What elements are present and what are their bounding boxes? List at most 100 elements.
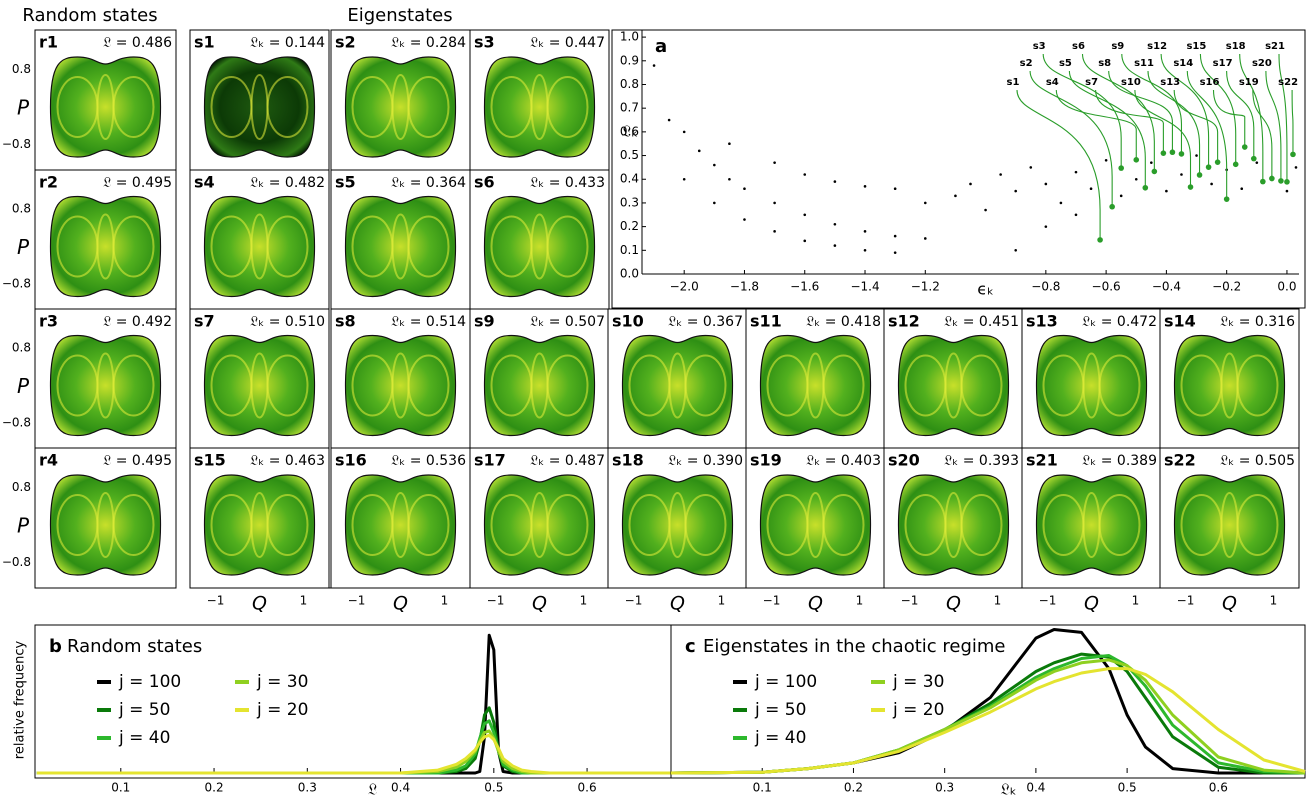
thumbnail-id: s16: [335, 451, 367, 470]
point-label: s22: [1278, 77, 1298, 88]
x-axis-label: 𝔏: [368, 780, 378, 799]
x-tick-label: −0.4: [1152, 280, 1181, 294]
pattern: [1082, 352, 1101, 419]
thumbnail-id: s15: [194, 451, 226, 470]
q-tick-label: −1: [1177, 594, 1195, 608]
x-tick-label: 0.2: [844, 781, 863, 795]
legend-label: j = 20: [256, 700, 308, 720]
point: [1044, 225, 1048, 228]
leader-line: [1252, 89, 1273, 179]
point: [863, 249, 867, 252]
point: [923, 237, 927, 240]
leader-line: [1239, 53, 1264, 182]
y-axis-label: 𝔏ₖ: [622, 122, 638, 141]
q-axis-label: Q: [532, 593, 547, 615]
highlight-point: [1109, 203, 1115, 210]
point: [1134, 177, 1138, 181]
point: [728, 177, 731, 181]
x-tick-label: 0.3: [935, 781, 954, 795]
y-tick-label: 0.4: [620, 172, 639, 186]
q-axis-label: Q: [808, 593, 823, 615]
leader-line: [1055, 89, 1137, 160]
legend-label: j = 100: [754, 672, 817, 692]
thumbnail-value: 𝔏ₖ = 0.536: [391, 453, 466, 469]
point: [893, 234, 897, 238]
phase-space: [897, 334, 1010, 437]
point: [954, 194, 957, 198]
thumbnail-id: s11: [750, 312, 782, 331]
q-tick-label: −1: [487, 594, 505, 608]
phase-space: [203, 56, 316, 158]
p-tick-label: −0.8: [2, 277, 31, 291]
leader-line: [1173, 89, 1219, 163]
x-tick-label: 0.4: [391, 781, 410, 795]
highlight-point: [1118, 165, 1124, 171]
leader-line: [1291, 89, 1294, 155]
pattern: [250, 213, 269, 280]
thumbnail-id: s10: [612, 312, 644, 331]
q-tick-label: 1: [994, 594, 1002, 608]
pattern: [96, 352, 115, 419]
point: [803, 213, 807, 217]
point: [667, 118, 671, 122]
point-label: s14: [1173, 58, 1193, 69]
leader-line: [1134, 89, 1192, 188]
phase-space: [344, 474, 457, 576]
phase-space: [621, 474, 734, 576]
highlight-point: [1250, 155, 1257, 162]
pattern: [391, 352, 410, 419]
thumbnail-value: 𝔏ₖ = 0.403: [806, 453, 881, 469]
point: [1195, 154, 1198, 157]
point-label: s16: [1200, 77, 1220, 88]
header: Random states: [22, 5, 157, 26]
point: [1074, 170, 1078, 174]
point-label: s9: [1111, 41, 1124, 52]
point: [893, 187, 897, 191]
y-tick-label: 0.3: [620, 195, 639, 209]
point: [1165, 189, 1168, 193]
thumbnail-value: 𝔏ₖ = 0.393: [944, 453, 1019, 469]
highlight-point: [1169, 149, 1176, 156]
thumbnail-value: 𝔏ₖ = 0.364: [391, 175, 466, 191]
point: [773, 161, 776, 164]
point: [743, 218, 746, 221]
point: [969, 182, 972, 186]
thumbnail-value: 𝔏ₖ = 0.418: [806, 314, 881, 330]
q-tick-label: 1: [441, 594, 449, 608]
y-axis-label: relative frequency: [13, 641, 28, 760]
point: [1104, 158, 1108, 162]
phase-space: [49, 195, 162, 298]
panel-label: a: [655, 36, 667, 57]
pattern: [96, 74, 115, 140]
thumbnail-id: s22: [1164, 451, 1196, 470]
x-axis-label: ϵₖ: [977, 280, 994, 299]
thumbnail-id: s1: [194, 33, 215, 52]
thumbnail-value: 𝔏ₖ = 0.482: [250, 175, 325, 191]
point-label: s12: [1147, 41, 1167, 52]
thumbnail-id: r2: [39, 173, 58, 192]
thumbnail-id: s3: [474, 33, 495, 52]
point: [833, 180, 837, 183]
x-tick-label: −1.2: [911, 280, 940, 294]
panel-frame: [34, 624, 672, 779]
highlight-point: [1269, 175, 1275, 182]
highlight-point: [1160, 150, 1167, 156]
highlight-point: [1284, 179, 1290, 185]
leader-line: [1226, 70, 1255, 159]
point-label: s17: [1213, 58, 1233, 69]
thumbnail-value: 𝔏ₖ = 0.510: [250, 314, 325, 330]
thumbnail-id: s12: [888, 312, 920, 331]
p-axis-label: P: [17, 235, 30, 259]
thumbnail-value: 𝔏 = 0.495: [103, 175, 172, 191]
thumbnail-value: 𝔏ₖ = 0.390: [668, 453, 743, 469]
q-axis-label: Q: [393, 593, 408, 615]
phase-space: [49, 334, 162, 437]
pattern: [1220, 352, 1239, 419]
pattern: [1082, 492, 1101, 558]
panel-title: Eigenstates in the chaotic regime: [703, 636, 1006, 657]
point: [984, 208, 987, 212]
phase-space: [483, 56, 596, 158]
point: [1294, 166, 1298, 169]
highlight-point: [1223, 196, 1230, 202]
thumbnail-value: 𝔏ₖ = 0.472: [1082, 314, 1157, 330]
